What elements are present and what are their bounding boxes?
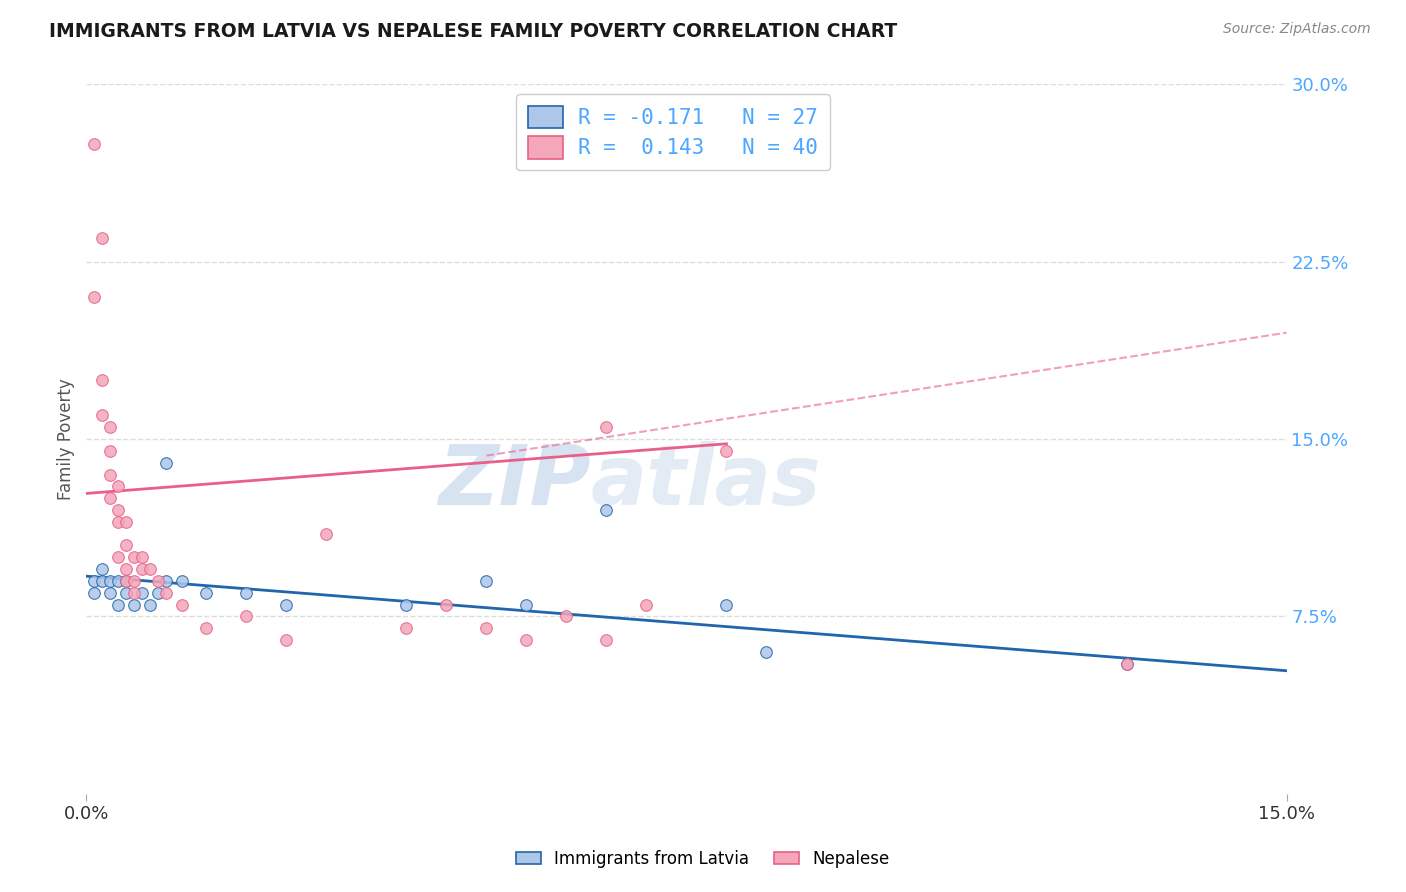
Point — [83, 136, 105, 151]
Point — [115, 515, 138, 529]
Point — [91, 231, 114, 245]
Point — [91, 373, 114, 387]
Point — [91, 409, 114, 423]
Point — [148, 585, 170, 599]
Point — [98, 574, 121, 588]
Point — [716, 598, 738, 612]
Point — [395, 598, 418, 612]
Point — [124, 550, 146, 565]
Point — [139, 562, 162, 576]
Point — [83, 574, 105, 588]
Y-axis label: Family Poverty: Family Poverty — [58, 378, 75, 500]
Legend: R = -0.171   N = 27, R =  0.143   N = 40: R = -0.171 N = 27, R = 0.143 N = 40 — [516, 95, 830, 170]
Point — [1115, 657, 1137, 671]
Point — [131, 562, 153, 576]
Point — [91, 562, 114, 576]
Point — [124, 598, 146, 612]
Point — [475, 574, 498, 588]
Point — [434, 598, 457, 612]
Point — [716, 443, 738, 458]
Point — [131, 550, 153, 565]
Point — [235, 585, 257, 599]
Point — [107, 503, 129, 517]
Point — [555, 609, 578, 624]
Point — [124, 574, 146, 588]
Point — [636, 598, 658, 612]
Point — [107, 550, 129, 565]
Point — [195, 621, 218, 635]
Point — [98, 443, 121, 458]
Point — [515, 632, 537, 647]
Text: atlas: atlas — [591, 442, 821, 522]
Point — [91, 574, 114, 588]
Point — [235, 609, 257, 624]
Point — [98, 491, 121, 505]
Point — [98, 467, 121, 482]
Point — [395, 621, 418, 635]
Point — [124, 585, 146, 599]
Point — [83, 290, 105, 304]
Point — [595, 503, 617, 517]
Point — [315, 526, 337, 541]
Point — [115, 585, 138, 599]
Point — [155, 574, 177, 588]
Point — [107, 479, 129, 493]
Point — [595, 632, 617, 647]
Point — [115, 562, 138, 576]
Point — [107, 574, 129, 588]
Point — [172, 598, 194, 612]
Text: IMMIGRANTS FROM LATVIA VS NEPALESE FAMILY POVERTY CORRELATION CHART: IMMIGRANTS FROM LATVIA VS NEPALESE FAMIL… — [49, 22, 897, 41]
Point — [172, 574, 194, 588]
Point — [1115, 657, 1137, 671]
Point — [276, 632, 298, 647]
Point — [595, 420, 617, 434]
Point — [155, 585, 177, 599]
Point — [515, 598, 537, 612]
Text: ZIP: ZIP — [437, 442, 591, 522]
Legend: Immigrants from Latvia, Nepalese: Immigrants from Latvia, Nepalese — [509, 844, 897, 875]
Point — [139, 598, 162, 612]
Point — [115, 574, 138, 588]
Point — [83, 585, 105, 599]
Point — [148, 574, 170, 588]
Point — [98, 420, 121, 434]
Point — [195, 585, 218, 599]
Point — [155, 456, 177, 470]
Point — [98, 585, 121, 599]
Text: Source: ZipAtlas.com: Source: ZipAtlas.com — [1223, 22, 1371, 37]
Point — [131, 585, 153, 599]
Point — [115, 538, 138, 552]
Point — [475, 621, 498, 635]
Point — [115, 574, 138, 588]
Point — [276, 598, 298, 612]
Point — [107, 598, 129, 612]
Point — [755, 645, 778, 659]
Point — [107, 515, 129, 529]
